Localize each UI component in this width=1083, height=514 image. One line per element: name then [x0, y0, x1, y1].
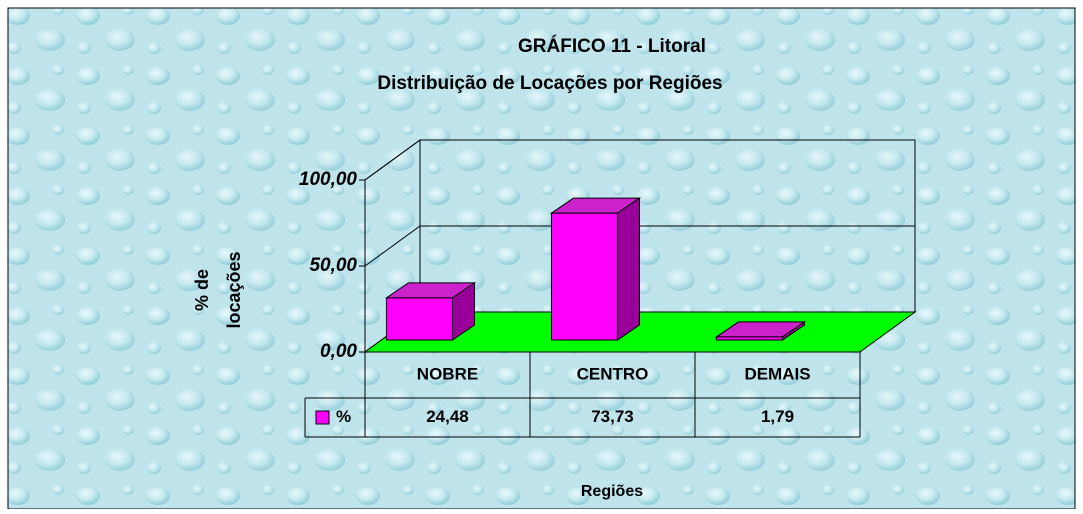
value-label: 1,79: [761, 407, 794, 426]
x-tick-label: DEMAIS: [744, 364, 810, 383]
y-tick-label: 0,00: [320, 341, 357, 362]
y-tick-label: 50,00: [309, 255, 357, 276]
background: [7, 7, 1076, 510]
bar: [550, 212, 618, 341]
legend-swatch: [315, 410, 330, 425]
y-axis-title-line: locações: [224, 251, 244, 328]
x-tick-label: NOBRE: [417, 364, 478, 383]
y-axis-title-line: % de: [192, 269, 212, 311]
y-axis-title: % de locações: [192, 251, 244, 328]
bar: [715, 336, 783, 341]
x-tick-label: CENTRO: [577, 364, 649, 383]
value-label: 73,73: [591, 407, 634, 426]
bar-side: [616, 197, 640, 341]
grid-line: [364, 225, 915, 267]
value-label: 24,48: [426, 407, 469, 426]
chart-title: GRÁFICO 11 - Litoral: [518, 35, 706, 57]
y-tick-label: 100,00: [299, 169, 358, 190]
x-axis-title: Regiões: [581, 483, 643, 500]
plot: 0,00 50,00 100,00 NOBRE 24,48 CENTRO 73,73 DEMA…: [299, 139, 917, 438]
chart-subtitle: Distribuição de Locações por Regiões: [377, 73, 722, 94]
bar: [385, 297, 453, 341]
grid-line: [364, 139, 915, 181]
legend-label: %: [336, 407, 351, 426]
